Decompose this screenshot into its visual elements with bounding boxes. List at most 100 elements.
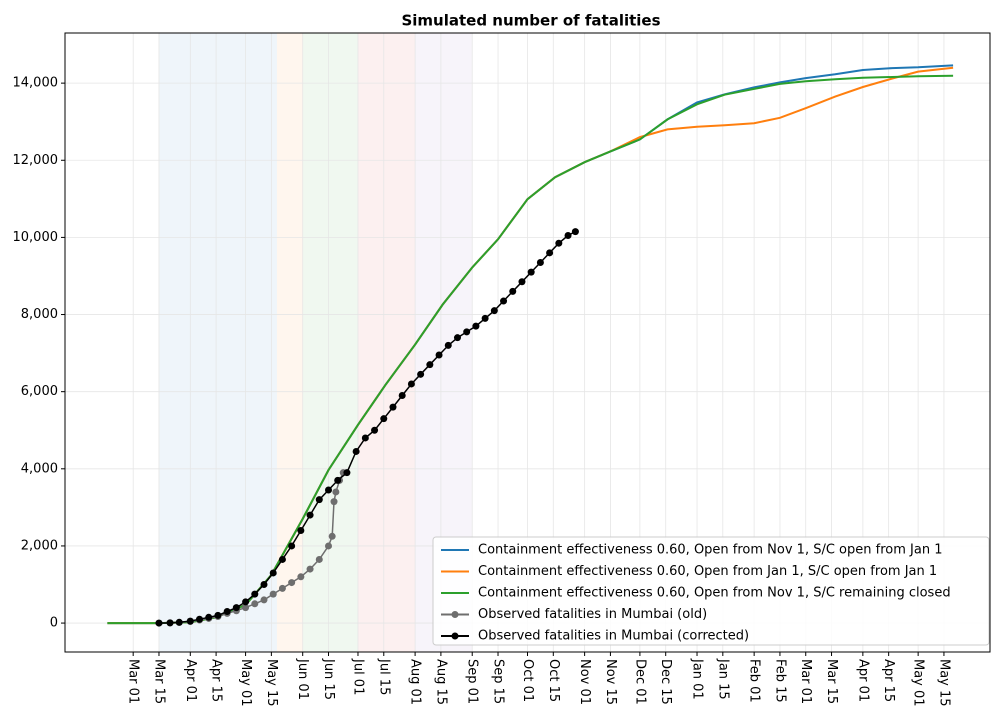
x-tick-label: Mar 01: [798, 659, 813, 704]
phase-region: [158, 33, 277, 652]
data-point: [306, 511, 314, 519]
data-point: [417, 370, 425, 378]
x-tick-label: Apr 15: [881, 659, 896, 702]
data-point: [380, 415, 388, 423]
data-point: [205, 613, 213, 621]
x-tick-label: Mar 15: [824, 659, 839, 704]
x-tick-label: Jul 01: [350, 658, 365, 695]
data-point: [527, 268, 535, 276]
x-tick-label: Oct 15: [546, 659, 561, 702]
data-point: [269, 590, 277, 598]
data-point: [481, 314, 489, 322]
x-tick-label: Apr 01: [183, 659, 198, 702]
data-point: [435, 351, 443, 359]
data-point: [328, 532, 336, 540]
x-tick-label: Nov 15: [603, 659, 618, 705]
data-point: [175, 618, 183, 626]
chart-title: Simulated number of fatalities: [401, 12, 660, 30]
data-point: [389, 403, 397, 411]
y-tick-label: 6,000: [21, 384, 58, 399]
data-point: [186, 617, 194, 625]
y-tick-label: 2,000: [21, 538, 58, 553]
x-tick-label: Aug 15: [433, 659, 448, 705]
x-tick-label: Jan 15: [715, 658, 730, 700]
data-point: [242, 604, 250, 612]
data-point: [407, 380, 415, 388]
data-point: [371, 426, 379, 434]
data-point: [509, 287, 517, 295]
phase-region: [357, 33, 416, 652]
data-point: [361, 434, 369, 442]
x-tick-label: Jun 01: [295, 658, 310, 700]
x-tick-label: Jul 15: [376, 658, 391, 695]
x-tick-label: Mar 15: [151, 659, 166, 704]
data-point: [288, 579, 296, 587]
x-tick-label: May 01: [238, 659, 253, 707]
data-point: [343, 469, 351, 477]
x-tick-label: Feb 15: [772, 659, 787, 703]
data-point: [278, 584, 286, 592]
data-point: [324, 542, 332, 550]
data-point: [453, 334, 461, 342]
series-line: [158, 230, 576, 624]
legend-label: Containment effectiveness 0.60, Open fro…: [478, 586, 951, 601]
x-tick-label: Sep 01: [465, 659, 480, 704]
data-point: [352, 447, 360, 455]
y-tick-label: 14,000: [13, 76, 59, 91]
data-point: [546, 249, 554, 257]
legend-marker: [451, 611, 459, 618]
data-point: [536, 258, 544, 266]
x-tick-label: Dec 01: [632, 659, 647, 705]
legend-label: Containment effectiveness 0.60, Open fro…: [478, 543, 942, 558]
data-point: [155, 619, 163, 627]
data-point: [315, 555, 323, 563]
x-tick-label: May 15: [264, 659, 279, 707]
x-tick-label: Jun 15: [321, 658, 336, 700]
y-tick-label: 12,000: [13, 153, 59, 168]
plot-frame: [64, 32, 991, 653]
y-tick-label: 8,000: [21, 307, 58, 322]
x-tick-label: May 15: [936, 659, 951, 707]
x-tick-label: Jan 01: [690, 658, 705, 700]
y-tick-label: 4,000: [21, 461, 58, 476]
data-point: [242, 598, 250, 606]
data-point: [463, 328, 471, 336]
data-point: [223, 608, 231, 616]
phase-region: [302, 33, 358, 652]
x-tick-label: Sep 15: [491, 659, 506, 704]
data-point: [330, 498, 338, 506]
x-tick-label: Apr 01: [855, 659, 870, 702]
data-point: [166, 619, 174, 627]
x-tick-label: Aug 01: [408, 659, 423, 705]
data-point: [260, 581, 268, 589]
x-tick-label: Mar 01: [126, 659, 141, 704]
data-point: [288, 542, 296, 550]
legend-box: [432, 536, 990, 646]
data-point: [297, 573, 305, 581]
data-point: [398, 392, 406, 400]
data-point: [251, 600, 259, 608]
data-point: [444, 341, 452, 349]
x-tick-label: Oct 01: [520, 659, 535, 702]
data-point: [297, 527, 305, 535]
data-point: [278, 555, 286, 563]
data-point: [564, 231, 572, 239]
legend-label: Containment effectiveness 0.60, Open fro…: [478, 564, 937, 579]
data-point: [306, 565, 314, 573]
data-point: [251, 590, 259, 598]
data-point: [571, 228, 579, 236]
data-point: [500, 297, 508, 305]
data-point: [214, 611, 222, 619]
y-tick-label: 0: [50, 616, 58, 631]
data-point: [426, 361, 434, 369]
data-point: [472, 322, 480, 330]
data-point: [315, 496, 323, 504]
data-point: [332, 488, 340, 496]
data-point: [232, 604, 240, 612]
data-point: [196, 615, 204, 623]
data-point: [518, 278, 526, 286]
x-tick-label: Feb 01: [747, 659, 762, 703]
data-point: [555, 239, 563, 247]
x-tick-label: Apr 15: [209, 659, 224, 702]
